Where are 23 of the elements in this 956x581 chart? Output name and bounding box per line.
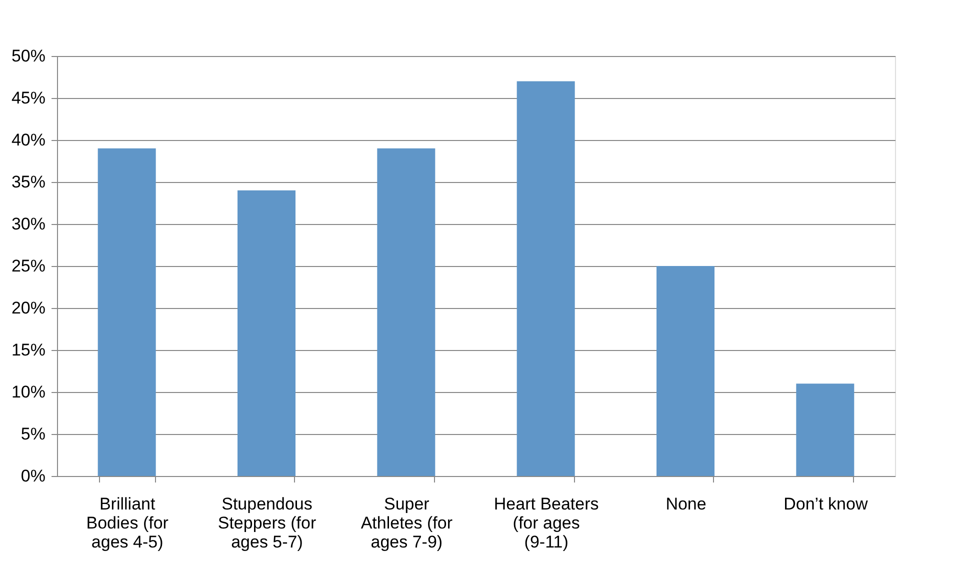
y-tick-label: 30%: [11, 214, 46, 234]
x-tick-label: Don’t know: [784, 494, 868, 514]
x-tick-label: Super Athletes (for ages 7-9): [360, 494, 453, 552]
x-tick-label: Heart Beaters (for ages (9-11): [494, 494, 599, 552]
y-tick-label: 50%: [11, 46, 46, 66]
y-tick-label: 20%: [11, 298, 46, 318]
y-tick-label: 45%: [11, 88, 46, 108]
x-tick-label: Stupendous Steppers (for ages 5-7): [218, 494, 316, 552]
x-tick-label: Brilliant Bodies (for ages 4-5): [86, 494, 169, 552]
y-tick-label: 35%: [11, 172, 46, 192]
x-tick-label: None: [666, 494, 706, 514]
bar: [377, 148, 436, 476]
bar: [238, 190, 296, 476]
y-tick-label: 40%: [11, 130, 46, 150]
y-tick-label: 25%: [11, 256, 46, 276]
y-tick-label: 15%: [11, 340, 46, 360]
y-tick-label: 10%: [11, 382, 46, 402]
bar: [656, 266, 714, 476]
bar: [796, 384, 854, 476]
bar: [98, 148, 156, 476]
bar: [516, 81, 575, 476]
y-tick-label: 5%: [20, 424, 46, 444]
y-tick-label: 0%: [20, 466, 46, 486]
